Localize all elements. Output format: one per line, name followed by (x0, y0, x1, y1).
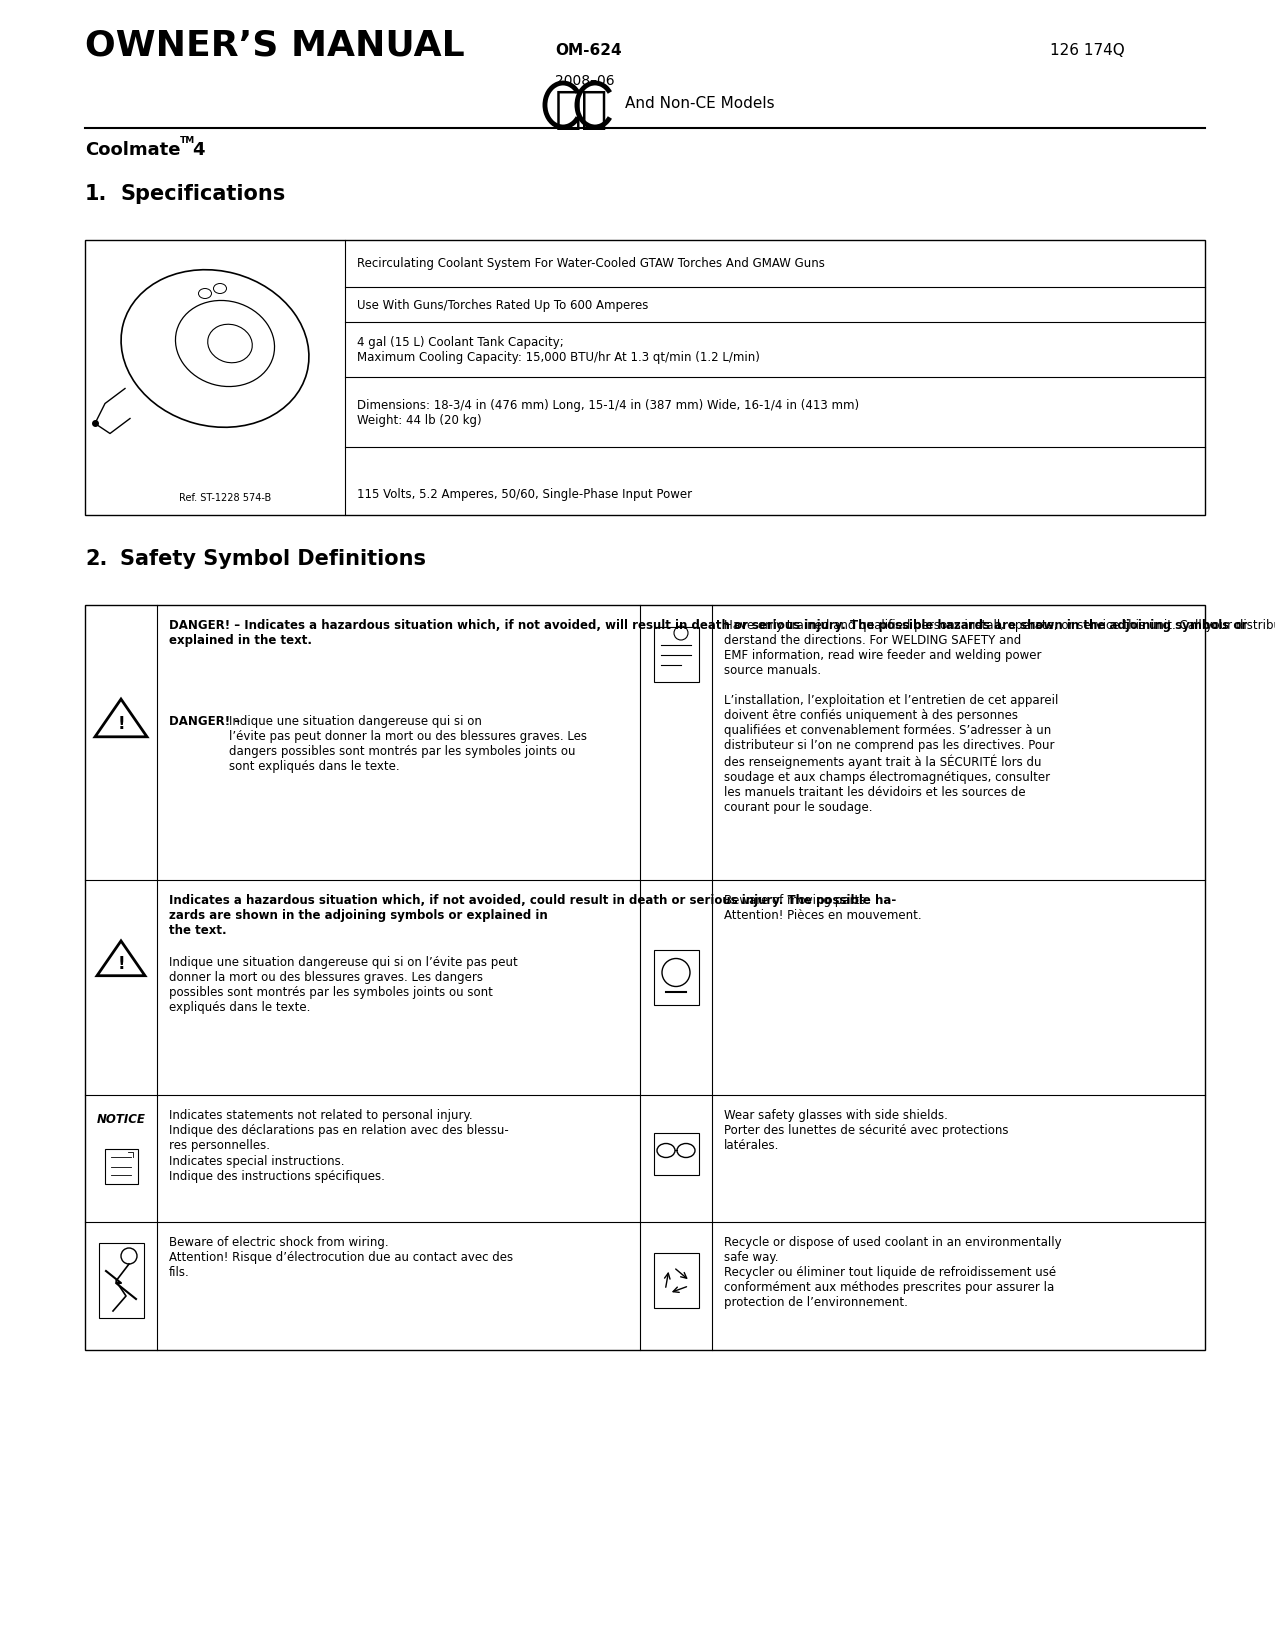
Text: Indique une situation dangereuse qui si on
l’évite pas peut donner la mort ou de: Indique une situation dangereuse qui si … (230, 715, 586, 773)
Bar (654, 1253, 699, 1309)
Text: Specifications: Specifications (120, 183, 286, 205)
Text: Indicates special instructions.
Indique des instructions spécifiques.: Indicates special instructions. Indique … (170, 1156, 385, 1184)
Bar (654, 1133, 699, 1174)
Text: ⒸⒺ: ⒸⒺ (555, 88, 608, 130)
Text: !: ! (117, 954, 125, 972)
Text: Indicates statements not related to personal injury.
Indique des déclarations pa: Indicates statements not related to pers… (170, 1109, 509, 1152)
Text: Coolmate: Coolmate (85, 140, 181, 158)
Text: 2.: 2. (85, 550, 107, 570)
Text: Have only trained and qualified persons install, operate, or service this unit. : Have only trained and qualified persons … (724, 619, 1275, 814)
Text: NOTICE: NOTICE (97, 1113, 145, 1126)
Bar (654, 949, 699, 1005)
Text: Use With Guns/Torches Rated Up To 600 Amperes: Use With Guns/Torches Rated Up To 600 Am… (357, 299, 649, 312)
Text: And Non-CE Models: And Non-CE Models (625, 96, 775, 111)
Text: Wear safety glasses with side shields.
Porter des lunettes de sécurité avec prot: Wear safety glasses with side shields. P… (724, 1109, 1009, 1152)
Text: 4: 4 (193, 140, 204, 158)
Text: 115 Volts, 5.2 Amperes, 50/60, Single-Phase Input Power: 115 Volts, 5.2 Amperes, 50/60, Single-Ph… (357, 489, 692, 502)
Text: Beware of electric shock from wiring.
Attention! Risque d’électrocution due au c: Beware of electric shock from wiring. At… (170, 1237, 513, 1280)
Text: Safety Symbol Definitions: Safety Symbol Definitions (120, 550, 426, 570)
Text: Recirculating Coolant System For Water-Cooled GTAW Torches And GMAW Guns: Recirculating Coolant System For Water-C… (357, 258, 825, 271)
Text: 2008–06: 2008–06 (555, 74, 615, 88)
Text: Ref. ST-1228 574-B: Ref. ST-1228 574-B (179, 494, 272, 504)
Text: 1.: 1. (85, 183, 107, 205)
Text: Indique une situation dangereuse qui si on l’évite pas peut
donner la mort ou de: Indique une situation dangereuse qui si … (170, 956, 518, 1014)
Text: !: ! (117, 715, 125, 733)
Bar (654, 627, 699, 682)
Bar (85, 604, 1205, 1351)
Bar (85, 239, 1205, 515)
Bar (98, 1243, 144, 1319)
Text: DANGER! – Indicates a hazardous situation which, if not avoided, will result in : DANGER! – Indicates a hazardous situatio… (170, 619, 1247, 647)
Text: 126 174Q: 126 174Q (1051, 43, 1125, 58)
Text: OM-624: OM-624 (555, 43, 622, 58)
Text: Beware of moving parts.
Attention! Pièces en mouvement.: Beware of moving parts. Attention! Pièce… (724, 893, 922, 921)
Text: DANGER! –: DANGER! – (170, 715, 245, 728)
Text: Dimensions: 18-3/4 in (476 mm) Long, 15-1/4 in (387 mm) Wide, 16-1/4 in (413 mm): Dimensions: 18-3/4 in (476 mm) Long, 15-… (357, 400, 859, 428)
Text: Recycle or dispose of used coolant in an environmentally
safe way.
Recycler ou é: Recycle or dispose of used coolant in an… (724, 1237, 1062, 1309)
Bar (105, 1149, 138, 1184)
Text: OWNER’S MANUAL: OWNER’S MANUAL (85, 28, 464, 63)
Text: Indicates a hazardous situation which, if not avoided, could result in death or : Indicates a hazardous situation which, i… (170, 893, 896, 938)
Text: TM: TM (180, 135, 195, 145)
Text: 4 gal (15 L) Coolant Tank Capacity;
Maximum Cooling Capacity: 15,000 BTU/hr At 1: 4 gal (15 L) Coolant Tank Capacity; Maxi… (357, 337, 760, 363)
